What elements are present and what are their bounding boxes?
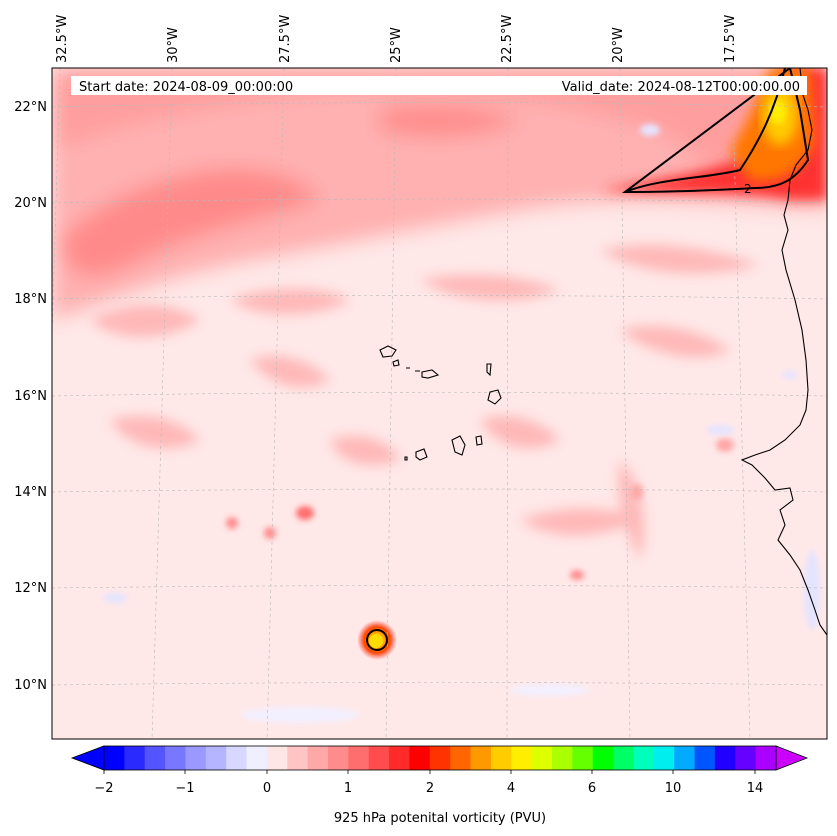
colorbar-bin	[104, 746, 125, 770]
colorbar-title: 925 hPa potenital vorticity (PVU)	[334, 811, 546, 826]
colorbar-bin	[124, 746, 146, 770]
colorbar-frame	[103, 745, 777, 771]
pv-2-contour-vortex	[366, 629, 388, 651]
cape-verde-islands	[379, 345, 502, 461]
cb-tick-label: 1	[344, 781, 352, 796]
colorbar-bin	[735, 746, 757, 770]
pv-vortex-core	[357, 620, 397, 660]
colorbar-tick-labels: −2 −1 0 1 2 4 6 10 14	[94, 781, 763, 796]
colorbar-bin	[714, 746, 736, 770]
cb-tick-label: 10	[665, 781, 682, 796]
lon-label: 32.5°W	[55, 15, 70, 63]
colorbar-bin	[307, 746, 329, 770]
colorbar-bin	[144, 746, 166, 770]
lat-label: 14°N	[14, 485, 47, 500]
colorbar: −2 −1 0 1 2 4 6 10 14 925 hPa potenital …	[70, 745, 809, 826]
lat-label: 22°N	[14, 100, 47, 115]
lon-label: 20°W	[611, 27, 626, 63]
lat-label: 12°N	[14, 581, 47, 596]
lon-label: 22.5°W	[500, 15, 515, 63]
colorbar-bins	[104, 746, 777, 770]
colorbar-bin	[165, 746, 186, 770]
colorbar-bin	[674, 746, 695, 770]
lon-label: 17.5°W	[723, 15, 738, 63]
colorbar-bin	[287, 746, 309, 770]
colorbar-bin	[592, 746, 614, 770]
pv-cores	[226, 438, 734, 580]
colorbar-bin	[613, 746, 634, 770]
lat-label: 20°N	[14, 196, 47, 211]
colorbar-bin	[531, 746, 553, 770]
colorbar-bin	[226, 746, 247, 770]
colorbar-under-arrow	[70, 745, 105, 771]
lat-label: 10°N	[14, 678, 47, 693]
colorbar-bin	[633, 746, 655, 770]
cb-tick-label: −2	[94, 781, 113, 796]
colorbar-bin	[552, 746, 573, 770]
longitude-labels: 32.5°W 30°W 27.5°W 25°W 22.5°W 20°W 17.5…	[55, 15, 738, 63]
date-info-box	[71, 76, 807, 95]
pv-streaks	[90, 245, 760, 560]
lat-label: 16°N	[14, 389, 47, 404]
colorbar-over-arrow	[775, 745, 809, 771]
colorbar-bin	[368, 746, 390, 770]
pv-2-contour-north	[622, 68, 810, 194]
lon-label: 27.5°W	[278, 15, 293, 63]
colorbar-bin	[246, 746, 268, 770]
pv-negative-patches	[103, 124, 820, 723]
lat-label: 18°N	[14, 292, 47, 307]
cb-tick-label: 6	[588, 781, 596, 796]
colorbar-bin	[266, 746, 288, 770]
colorbar-bin	[450, 746, 471, 770]
cb-tick-label: 14	[747, 781, 764, 796]
cb-tick-label: 0	[263, 781, 271, 796]
colorbar-bin	[511, 746, 533, 770]
colorbar-bin	[572, 746, 594, 770]
cb-tick-label: 2	[426, 781, 434, 796]
cb-tick-label: 4	[507, 781, 515, 796]
colorbar-bin	[205, 746, 227, 770]
contour-label: 2	[744, 182, 752, 196]
start-date: Start date: 2024-08-09_00:00:00	[79, 80, 293, 95]
colorbar-bin	[409, 746, 431, 770]
colorbar-bin	[429, 746, 451, 770]
colorbar-bin	[348, 746, 370, 770]
colorbar-bin	[490, 746, 512, 770]
valid-date: Valid_date: 2024-08-12T00:00:00.00	[562, 80, 800, 95]
pv-contours	[366, 68, 810, 651]
plot-frame	[51, 67, 828, 740]
colorbar-bin	[694, 746, 716, 770]
graticule	[52, 68, 827, 739]
colorbar-ticks	[103, 770, 756, 774]
pv-field: 2 Start date: 2024-08-09_00:00:00 Valid_…	[52, 68, 827, 739]
lon-label: 25°W	[389, 27, 404, 63]
lon-label: 30°W	[166, 27, 181, 63]
colorbar-bin	[185, 746, 207, 770]
latitude-labels: 22°N 20°N 18°N 16°N 14°N 12°N 10°N	[14, 100, 47, 693]
colorbar-bin	[389, 746, 410, 770]
cb-tick-label: −1	[175, 781, 194, 796]
colorbar-bin	[755, 746, 777, 770]
colorbar-bin	[653, 746, 675, 770]
colorbar-bin	[328, 746, 349, 770]
colorbar-bin	[470, 746, 492, 770]
